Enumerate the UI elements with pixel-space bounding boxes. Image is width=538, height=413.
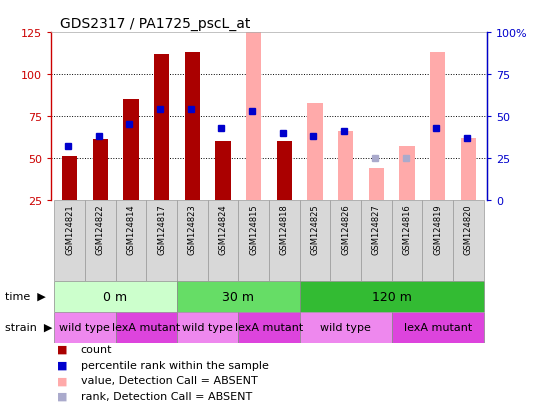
Text: GSM124817: GSM124817 xyxy=(157,204,166,254)
Text: GSM124824: GSM124824 xyxy=(218,204,228,254)
Text: GSM124814: GSM124814 xyxy=(126,204,136,254)
Bar xyxy=(300,312,392,343)
Bar xyxy=(269,200,300,281)
Text: ■: ■ xyxy=(56,391,67,401)
Bar xyxy=(208,200,238,281)
Text: 30 m: 30 m xyxy=(222,290,254,303)
Text: percentile rank within the sample: percentile rank within the sample xyxy=(81,360,268,370)
Text: GSM124821: GSM124821 xyxy=(65,204,74,254)
Bar xyxy=(85,200,116,281)
Text: GSM124826: GSM124826 xyxy=(341,204,350,254)
Text: ■: ■ xyxy=(56,375,67,385)
Bar xyxy=(154,55,169,200)
Text: value, Detection Call = ABSENT: value, Detection Call = ABSENT xyxy=(81,375,258,385)
Text: ■: ■ xyxy=(56,360,67,370)
Bar xyxy=(453,200,484,281)
Bar xyxy=(177,281,300,312)
Bar xyxy=(215,142,231,200)
Text: GSM124818: GSM124818 xyxy=(280,204,289,254)
Text: lexA mutant: lexA mutant xyxy=(404,322,472,332)
Bar xyxy=(54,200,85,281)
Bar xyxy=(300,200,330,281)
Bar xyxy=(246,33,261,200)
Bar xyxy=(422,200,453,281)
Bar xyxy=(238,312,300,343)
Text: time  ▶: time ▶ xyxy=(5,291,46,301)
Bar xyxy=(461,138,476,200)
Bar xyxy=(185,53,200,200)
Text: GSM124823: GSM124823 xyxy=(188,204,197,254)
Text: GSM124816: GSM124816 xyxy=(402,204,412,254)
Bar xyxy=(177,312,238,343)
Text: 0 m: 0 m xyxy=(103,290,128,303)
Bar xyxy=(62,157,77,200)
Bar xyxy=(93,140,108,200)
Text: wild type: wild type xyxy=(182,322,233,332)
Text: GSM124827: GSM124827 xyxy=(372,204,381,254)
Text: GSM124819: GSM124819 xyxy=(433,204,442,254)
Text: GSM124820: GSM124820 xyxy=(464,204,473,254)
Text: strain  ▶: strain ▶ xyxy=(5,322,53,332)
Text: 120 m: 120 m xyxy=(372,290,412,303)
Bar xyxy=(238,200,269,281)
Text: wild type: wild type xyxy=(320,322,371,332)
Bar xyxy=(123,100,139,200)
Text: GSM124815: GSM124815 xyxy=(249,204,258,254)
Bar xyxy=(116,200,146,281)
Bar xyxy=(392,312,484,343)
Bar xyxy=(54,281,177,312)
Bar xyxy=(54,312,116,343)
Text: GSM124822: GSM124822 xyxy=(96,204,105,254)
Text: GDS2317 / PA1725_pscL_at: GDS2317 / PA1725_pscL_at xyxy=(60,17,250,31)
Bar xyxy=(330,200,361,281)
Bar xyxy=(392,200,422,281)
Bar xyxy=(277,142,292,200)
Text: lexA mutant: lexA mutant xyxy=(112,322,180,332)
Text: wild type: wild type xyxy=(59,322,110,332)
Text: count: count xyxy=(81,344,112,354)
Bar xyxy=(307,103,323,200)
Bar xyxy=(361,200,392,281)
Text: ■: ■ xyxy=(56,344,67,354)
Text: rank, Detection Call = ABSENT: rank, Detection Call = ABSENT xyxy=(81,391,252,401)
Bar xyxy=(146,200,177,281)
Bar xyxy=(399,147,415,200)
Bar xyxy=(369,169,384,200)
Text: GSM124825: GSM124825 xyxy=(310,204,320,254)
Bar xyxy=(338,132,353,200)
Bar xyxy=(300,281,484,312)
Bar xyxy=(430,53,445,200)
Text: lexA mutant: lexA mutant xyxy=(235,322,303,332)
Bar xyxy=(116,312,177,343)
Bar xyxy=(177,200,208,281)
